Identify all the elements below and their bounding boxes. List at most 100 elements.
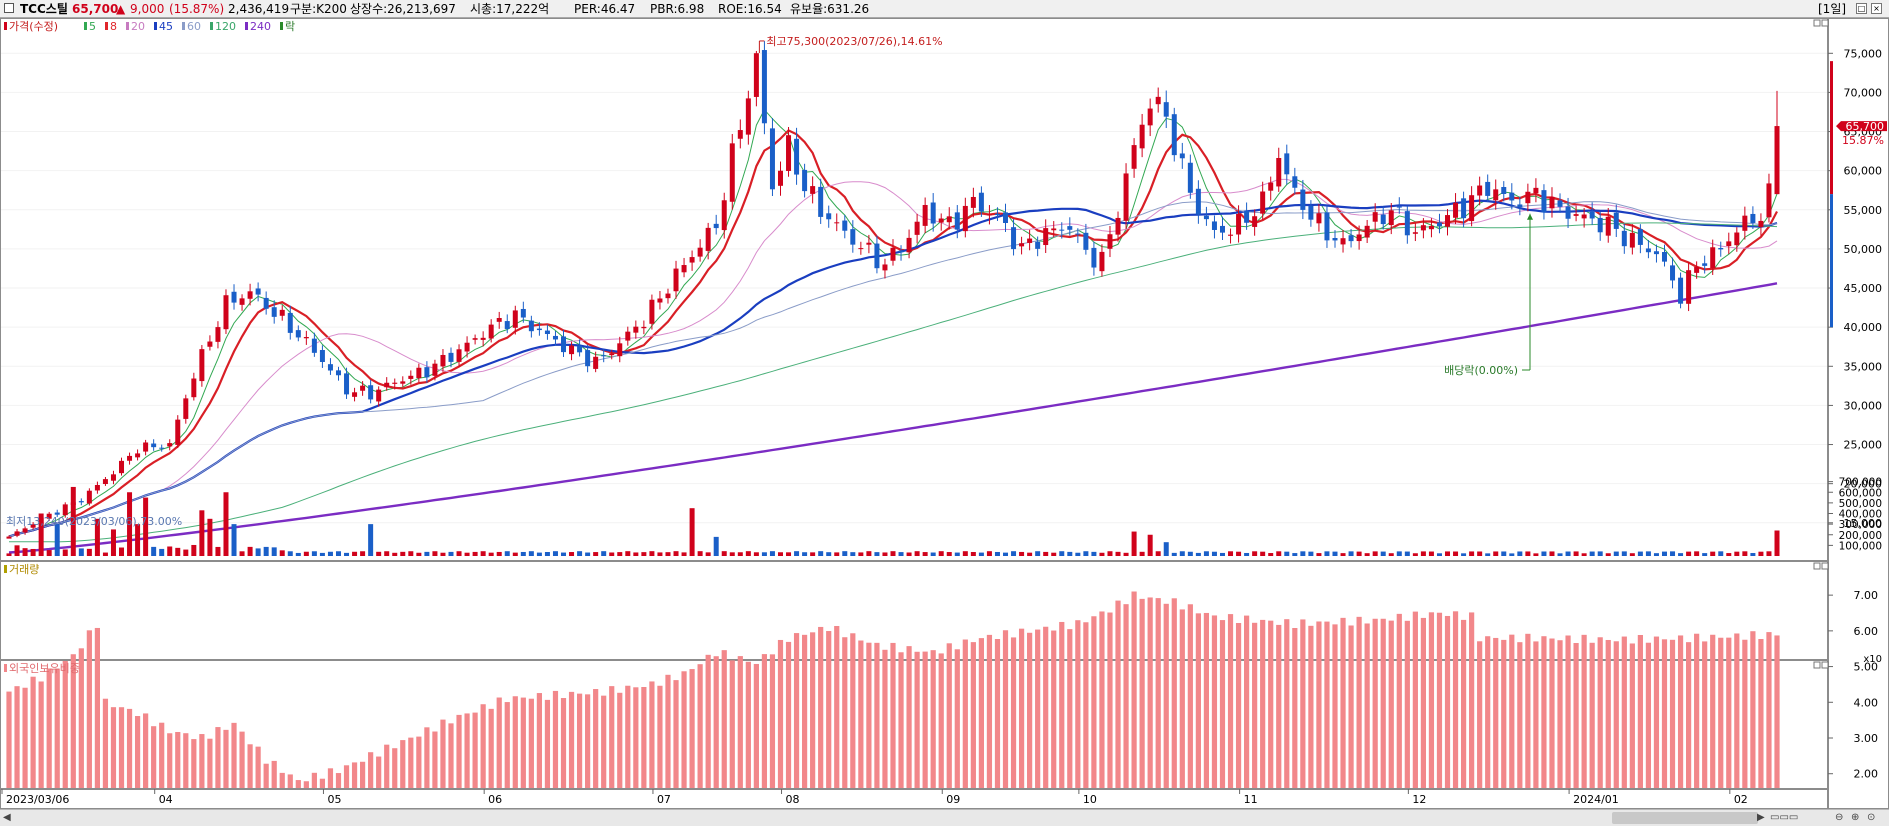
volume-bar: [1115, 551, 1121, 556]
volume-bar: [761, 552, 767, 556]
foreign-ratio-bar: [1091, 616, 1097, 788]
candle-body: [810, 186, 816, 194]
foreign-ratio-bar: [110, 707, 117, 788]
volume-bar: [818, 551, 824, 556]
candle-body: [1163, 102, 1169, 117]
candle-body: [922, 204, 928, 226]
volume-tick-label: 200,000: [1839, 530, 1882, 542]
legend-ma-label: 240: [250, 20, 271, 33]
close-icon[interactable]: ×: [1871, 3, 1882, 14]
scroll-left-icon[interactable]: ◀: [3, 812, 11, 823]
foreign-ratio-bar: [954, 649, 960, 788]
price-tick-label: 60,000: [1844, 165, 1883, 178]
settings-box-icon[interactable]: [4, 3, 14, 13]
volume-bar: [946, 552, 952, 556]
candle-body: [1581, 214, 1587, 219]
volume-bar: [1123, 552, 1129, 556]
foreign-ratio-bar: [1702, 641, 1708, 788]
volume-bar: [625, 551, 631, 556]
candle-body: [263, 297, 269, 309]
volume-bar: [713, 536, 719, 556]
foreign-ratio-bar: [1227, 614, 1234, 788]
roe-value: ROE:16.54: [718, 2, 782, 16]
candle-body: [1734, 232, 1740, 246]
candle-body: [1244, 210, 1250, 223]
volume-bar: [1605, 553, 1611, 556]
volume-bar: [319, 552, 325, 556]
volume-bar: [1252, 551, 1258, 556]
foreign-ratio-bar: [777, 639, 784, 788]
volume-bar: [46, 550, 52, 556]
volume-bar: [151, 546, 157, 556]
candle-body: [962, 205, 968, 232]
volume-bar: [1228, 551, 1234, 556]
zoom-reset-icon[interactable]: ⊙: [1867, 812, 1876, 823]
foreign-ratio-bar: [1171, 598, 1177, 788]
legend-price-swatch: [4, 22, 7, 30]
volume-bar: [1219, 552, 1225, 556]
foreign-tick-label: 6.00: [1854, 625, 1879, 638]
volume-bar: [1171, 552, 1177, 556]
volume-bar: [1147, 534, 1153, 556]
candle-body: [1420, 225, 1426, 231]
foreign-ratio-bar: [1252, 622, 1258, 788]
volume-bar: [1621, 551, 1627, 556]
foreign-ratio-bar: [22, 687, 28, 788]
scroll-thumb[interactable]: [1612, 812, 1758, 824]
volume-bar: [432, 551, 438, 556]
volume-bar: [480, 551, 486, 556]
volume-bar: [1557, 553, 1563, 556]
candle-body: [1493, 189, 1499, 201]
candle-body: [818, 186, 824, 217]
foreign-ratio-bar: [1436, 612, 1443, 788]
volume-bar: [1332, 551, 1338, 556]
foreign-ratio-bar: [464, 713, 470, 788]
volume-bar: [1051, 552, 1057, 556]
foreign-ratio-bar: [528, 698, 534, 788]
zoom-out-icon[interactable]: ⊖: [1835, 812, 1844, 823]
candle-body: [151, 443, 157, 448]
candle-body: [1292, 176, 1298, 188]
zoom-in-icon[interactable]: ⊕: [1851, 812, 1860, 823]
candle-body: [890, 247, 896, 261]
volume-bar: [1316, 553, 1322, 556]
candle-body: [673, 268, 679, 292]
volume-bar: [303, 551, 309, 556]
volume-bar: [127, 492, 133, 556]
volume-bar: [448, 551, 454, 556]
volume-bar: [617, 552, 623, 556]
foreign-ratio-bar: [1750, 631, 1756, 788]
scroll-right-icon[interactable]: ▶: [1757, 812, 1765, 823]
candle-body: [1284, 153, 1290, 175]
candle-body: [1428, 225, 1434, 230]
volume-bar: [1260, 551, 1266, 556]
candle-body: [424, 367, 430, 378]
maximize-icon[interactable]: □: [1856, 3, 1867, 14]
candle-body: [239, 298, 245, 305]
volume-bar: [279, 550, 285, 556]
candle-body: [392, 382, 398, 384]
volume-bar: [1356, 551, 1362, 556]
volume-bar: [472, 551, 478, 556]
volume-bar: [1533, 553, 1539, 556]
foreign-ratio-bar: [994, 638, 1001, 788]
volume-bar: [191, 544, 197, 556]
legend-ma-swatch: [154, 22, 157, 30]
foreign-ratio-bar: [785, 641, 792, 788]
candle-body: [1445, 215, 1451, 227]
foreign-ratio-bar: [512, 696, 518, 788]
zoom-slider-icon[interactable]: ▭▭▭: [1770, 812, 1799, 823]
volume-bar: [86, 548, 92, 556]
foreign-ratio-bar: [1300, 619, 1306, 788]
period-button[interactable]: [1일]: [1818, 2, 1847, 16]
volume-bar: [70, 486, 76, 556]
foreign-ratio-bar: [279, 772, 285, 788]
candle-body: [167, 443, 173, 447]
foreign-ratio-bar: [1637, 634, 1643, 788]
chart-scrollbar[interactable]: ◀ ▶ ▭▭▭ ⊖ ⊕ ⊙: [0, 809, 1889, 826]
volume-bar: [1388, 553, 1394, 556]
candle-body: [1621, 230, 1627, 247]
volume-bar: [601, 551, 607, 556]
foreign-ratio-bar: [1605, 639, 1611, 788]
